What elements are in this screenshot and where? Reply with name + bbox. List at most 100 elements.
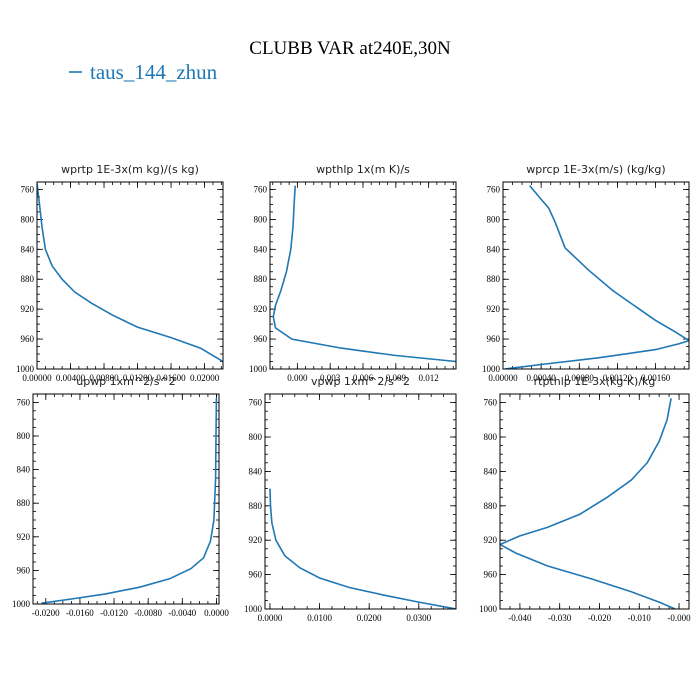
series-line xyxy=(269,488,456,609)
subplot-title: wprtp 1E-3x(m kg)/(s kg) xyxy=(61,163,199,176)
y-tick-label: 760 xyxy=(249,398,263,408)
x-tick-label: 0.01200 xyxy=(123,373,153,383)
x-tick-label: -0.0120 xyxy=(100,608,128,618)
plot-frame xyxy=(264,393,457,610)
legend-label: taus_144_zhun xyxy=(90,60,218,84)
y-tick-label: 960 xyxy=(484,570,498,580)
subplot-title: wpthlp 1x(m K)/s xyxy=(316,163,410,176)
y-tick-label: 920 xyxy=(21,304,35,314)
y-tick-label: 800 xyxy=(17,431,31,441)
y-tick-label: 760 xyxy=(254,184,268,194)
y-tick-label: 880 xyxy=(254,274,268,284)
subplot-title: vpwp 1xm^2/s^2 xyxy=(311,375,410,388)
subplot-2: wpthlp 1x(m K)/s 760 800 840 880 920 960 1000 0.… xyxy=(249,163,457,383)
subplot-5: vpwp 1xm^2/s^276080084088092096010000.00… xyxy=(244,375,457,623)
x-tick-label: 0.00800 xyxy=(89,373,119,383)
plot-frame xyxy=(502,181,690,370)
y-tick-label: 920 xyxy=(487,304,501,314)
y-tick-label: 920 xyxy=(17,532,31,542)
y-tick-label: 840 xyxy=(254,244,268,254)
y-tick-label: 1000 xyxy=(249,364,268,374)
x-tick-label: 0.0200 xyxy=(357,613,382,623)
x-tick-label: 0.00080 xyxy=(565,373,595,383)
y-tick-label: 960 xyxy=(21,334,35,344)
y-tick-label: 760 xyxy=(487,184,501,194)
y-tick-label: 1000 xyxy=(482,364,501,374)
subplot-title: wprcp 1E-3x(m/s) (kg/kg) xyxy=(526,163,665,176)
y-tick-label: 880 xyxy=(484,501,498,511)
y-tick-label: 1000 xyxy=(244,604,263,614)
y-tick-label: 1000 xyxy=(16,364,35,374)
y-tick-label: 920 xyxy=(484,535,498,545)
x-tick-label: 0.02000 xyxy=(190,373,220,383)
x-tick-label: 0.00120 xyxy=(603,373,633,383)
y-tick-label: 800 xyxy=(254,214,268,224)
y-tick-label: 760 xyxy=(484,398,498,408)
x-tick-label: 0.01600 xyxy=(156,373,186,383)
y-tick-label: 840 xyxy=(487,244,501,254)
x-tick-label: -0.0040 xyxy=(168,608,196,618)
x-tick-label: 0.012 xyxy=(419,373,439,383)
x-tick-label: 0.0300 xyxy=(406,613,431,623)
subplot-4: upwp 1xm^2/s^27608008408809209601000-0.0… xyxy=(12,375,229,618)
subplot-grid: wprtp 1E-3x(m kg)/(s kg) 760 800 840 880 920 9… xyxy=(12,163,691,623)
series-line xyxy=(504,185,689,369)
y-tick-label: 920 xyxy=(249,535,263,545)
plot-frame xyxy=(36,181,224,370)
y-tick-label: 760 xyxy=(21,184,35,194)
y-tick-label: 880 xyxy=(17,498,31,508)
x-tick-label: -0.0080 xyxy=(134,608,162,618)
subplot-title: rtpthlp 1E-3x(kg K)/kg xyxy=(534,375,656,388)
figure-legend: taus_144_zhun xyxy=(69,60,218,84)
plot-frame xyxy=(32,393,220,605)
x-tick-label: -0.0200 xyxy=(32,608,60,618)
x-tick-label: 0.006 xyxy=(353,373,374,383)
y-tick-label: 760 xyxy=(17,397,31,407)
subplot-3: wprcp 1E-3x(m/s) (kg/kg) 760 800 840 880 920 9… xyxy=(482,163,690,383)
y-tick-label: 800 xyxy=(487,214,501,224)
y-tick-label: 840 xyxy=(21,244,35,254)
x-tick-label: 0.00400 xyxy=(56,373,86,383)
x-tick-label: -0.000 xyxy=(667,613,691,623)
series-line xyxy=(41,398,218,604)
x-tick-label: 0.0000 xyxy=(204,608,229,618)
plot-frame xyxy=(499,393,690,610)
y-tick-label: 840 xyxy=(17,465,31,475)
x-tick-label: -0.0160 xyxy=(66,608,94,618)
plot-frame xyxy=(269,181,457,370)
y-tick-label: 960 xyxy=(487,334,501,344)
y-tick-label: 960 xyxy=(254,334,268,344)
x-tick-label: -0.030 xyxy=(548,613,572,623)
x-tick-label: -0.040 xyxy=(508,613,532,623)
series-line xyxy=(272,185,456,363)
y-tick-label: 800 xyxy=(484,432,498,442)
x-tick-label: 0.009 xyxy=(386,373,407,383)
subplot-1: wprtp 1E-3x(m kg)/(s kg) 760 800 840 880 920 9… xyxy=(16,163,224,383)
y-tick-label: 840 xyxy=(484,466,498,476)
x-tick-label: -0.010 xyxy=(628,613,652,623)
y-tick-label: 960 xyxy=(17,565,31,575)
x-tick-label: 0.003 xyxy=(320,373,341,383)
y-tick-label: 1000 xyxy=(12,599,31,609)
y-tick-label: 920 xyxy=(254,304,268,314)
y-tick-label: 800 xyxy=(21,214,35,224)
x-tick-label: 0.0000 xyxy=(258,613,283,623)
x-tick-label: -0.020 xyxy=(588,613,612,623)
y-tick-label: 960 xyxy=(249,570,263,580)
subplot-title: upwp 1xm^2/s^2 xyxy=(76,375,176,388)
series-line xyxy=(37,183,223,363)
y-tick-label: 880 xyxy=(21,274,35,284)
y-tick-label: 800 xyxy=(249,432,263,442)
x-tick-label: 0.00160 xyxy=(641,373,671,383)
subplot-6: rtpthlp 1E-3x(kg K)/kg 760 800 840 880 920 960… xyxy=(479,375,691,623)
x-tick-label: 0.00000 xyxy=(488,373,518,383)
x-tick-label: 0.00000 xyxy=(22,373,52,383)
y-tick-label: 840 xyxy=(249,466,263,476)
y-tick-label: 880 xyxy=(487,274,501,284)
y-tick-label: 880 xyxy=(249,501,263,511)
x-tick-label: 0.0100 xyxy=(307,613,332,623)
x-tick-label: 0.000 xyxy=(287,373,308,383)
x-tick-label: 0.00040 xyxy=(527,373,557,383)
figure-title: CLUBB VAR at240E,30N xyxy=(249,38,451,59)
